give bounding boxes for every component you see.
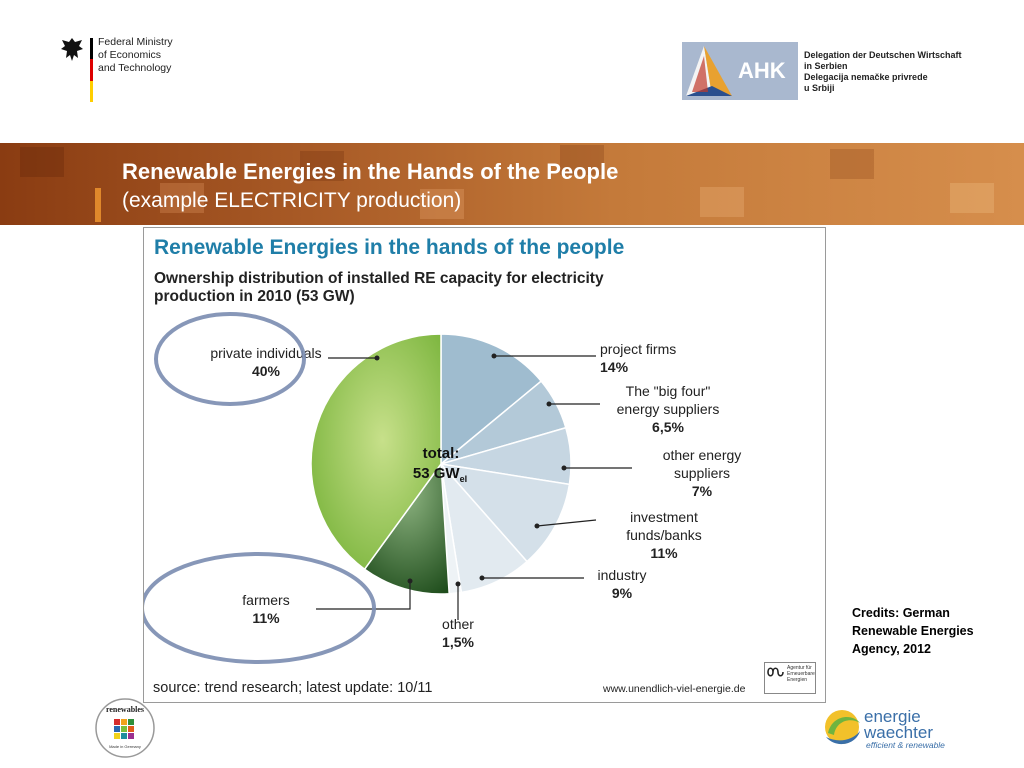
pie-slice-private-individuals [310, 333, 442, 571]
leader-dot [407, 578, 413, 584]
ahk-logo: AHK Delegation der Deutschen Wirtschaft … [682, 42, 982, 100]
chart-title: Renewable Energies in the hands of the p… [154, 236, 625, 259]
slide-title: Renewable Energies in the Hands of the P… [122, 159, 619, 184]
agency-logo-text: Agentur für Erneuerbare Energien [787, 665, 815, 683]
center-total-value: 53 GWel [413, 465, 467, 484]
title-band: Renewable Energies in the Hands of the P… [0, 143, 1024, 225]
energie-waechter-logo: energie waechter efficient & renewable [822, 703, 992, 753]
ahk-delegation-text: Delegation der Deutschen Wirtschaft in S… [804, 50, 962, 93]
ahk-emblem: AHK [682, 42, 798, 100]
slice-label: industry 9% [597, 567, 646, 601]
leader-dot [546, 401, 552, 407]
infinity-icon [767, 667, 784, 677]
slice-label: project firms 14% [600, 341, 676, 375]
slice-label: private individuals 40% [210, 345, 321, 379]
chart-panel: total: 53 GWel project firms 14% The "big … [143, 227, 826, 703]
slice-label: other energy suppliers 7% [663, 447, 742, 499]
ahk-arrow-icon [686, 46, 732, 96]
agency-logo: Agentur für Erneuerbare Energien [764, 662, 816, 694]
renewables-logo-text: renewables [106, 705, 144, 714]
slice-label: farmers 11% [242, 592, 289, 626]
leader-dot [491, 353, 497, 359]
pie-chart: total: 53 GWel project firms 14% The "big … [144, 312, 742, 664]
german-flag-bar [90, 38, 93, 102]
leader-dot [534, 523, 540, 529]
leader-dot [455, 581, 461, 587]
chart-subtitle: Ownership distribution of installed RE c… [154, 270, 604, 305]
leader-dot [561, 465, 567, 471]
private-individuals-highlight-ring [154, 312, 306, 406]
slice-label: The "big four" energy suppliers 6,5% [617, 383, 720, 435]
slice-label: investment funds/banks 11% [626, 509, 702, 561]
leader-line [536, 519, 597, 527]
waechter-tagline: efficient & renewable [866, 740, 945, 750]
waechter-text: waechter [864, 723, 933, 742]
eagle-icon [61, 38, 83, 61]
renewables-logo: renewables Made in Germany [94, 697, 156, 759]
leader-line [316, 581, 411, 610]
pie-slice-investment-funds-banks [439, 462, 571, 563]
chart-source: source: trend research; latest update: 1… [153, 680, 433, 696]
pie-slice-farmers [363, 461, 450, 595]
pie-slice-project-firms [440, 333, 543, 466]
leader-dot [374, 355, 380, 361]
credits-text: Credits: German Renewable Energies Agenc… [852, 606, 974, 656]
waechter-swirl-icon [825, 710, 860, 745]
ministry-name: Federal Ministry of Economics and Techno… [98, 36, 173, 74]
slide-subtitle: (example ELECTRICITY production) [122, 189, 462, 212]
renewables-logo-subtext: Made in Germany [109, 744, 141, 749]
ahk-wordmark: AHK [738, 58, 786, 83]
title-accent-bar [95, 188, 101, 222]
ministry-logo: Federal Ministry of Economics and Techno… [58, 36, 198, 106]
farmers-highlight-ring [144, 552, 376, 664]
leader-dot [479, 575, 485, 581]
slice-label: other 1,5% [442, 616, 474, 650]
chart-website[interactable]: www.unendlich-viel-energie.de [603, 683, 746, 695]
renewables-badge-icon: renewables Made in Germany [95, 698, 155, 758]
center-total-label: total: [423, 445, 460, 462]
energie-text: energie [864, 707, 921, 726]
